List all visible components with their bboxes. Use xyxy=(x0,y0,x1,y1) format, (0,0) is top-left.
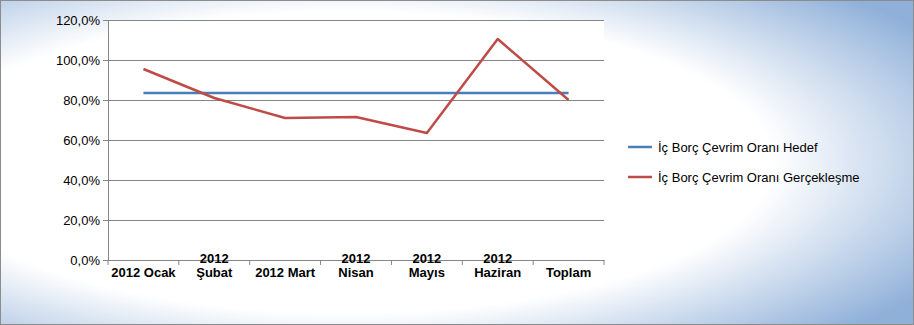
y-tick-mark xyxy=(103,20,108,21)
y-tick-label: 80,0% xyxy=(63,93,100,108)
grid-line xyxy=(108,140,604,141)
x-tick: 2012 Ocak xyxy=(111,260,176,280)
grid-line xyxy=(108,60,604,61)
x-tick: 2012Nisan xyxy=(338,251,373,280)
chart: 0,0% 20,0% 40,0% 60,0% 80,0% 100,0% 120,0% 2012… xyxy=(0,0,914,325)
x-tick-label-line: 2012 xyxy=(200,251,229,266)
y-tick-label: 100,0% xyxy=(56,53,101,68)
y-tick: 0,0% xyxy=(70,253,108,268)
x-tick-label-line: 2012 xyxy=(483,251,512,266)
grid-line xyxy=(108,20,604,21)
x-tick-label-line: Şubat xyxy=(196,265,233,280)
y-tick-mark xyxy=(103,180,108,181)
y-tick-mark xyxy=(103,140,108,141)
series-line xyxy=(143,39,568,133)
y-tick-mark xyxy=(103,260,108,261)
x-separator xyxy=(604,260,605,265)
y-tick: 120,0% xyxy=(56,13,108,28)
x-tick-label: 2012Haziran xyxy=(474,251,521,280)
x-tick: 2012Şubat xyxy=(196,251,233,280)
background xyxy=(1,1,914,325)
x-tick: Toplam xyxy=(546,260,591,280)
legend-label: İç Borç Çevrim Oranı Gerçekleşme xyxy=(658,170,860,185)
x-tick-label-line: Haziran xyxy=(474,265,521,280)
y-tick-label: 120,0% xyxy=(56,13,101,28)
y-tick-mark xyxy=(103,100,108,101)
x-separator xyxy=(462,260,463,265)
grid-line xyxy=(108,220,604,221)
plot-area xyxy=(108,20,604,260)
x-separator xyxy=(533,260,534,265)
y-axis: 0,0% 20,0% 40,0% 60,0% 80,0% 100,0% 120,0% xyxy=(56,13,109,268)
x-axis: 2012 Ocak2012Şubat2012 Mart2012Nisan2012… xyxy=(109,251,605,280)
x-separator xyxy=(320,260,321,265)
legend-swatch xyxy=(628,176,652,179)
x-tick-label: 2012Mayıs xyxy=(409,251,445,280)
y-tick-mark xyxy=(103,220,108,221)
legend-label: İç Borç Çevrim Oranı Hedef xyxy=(658,140,818,155)
y-tick: 20,0% xyxy=(63,213,108,228)
y-tick-label: 60,0% xyxy=(63,133,100,148)
grid-line xyxy=(108,180,604,181)
x-separator xyxy=(391,260,392,265)
x-tick-label-line: Mayıs xyxy=(409,265,445,280)
grid-line xyxy=(108,100,604,101)
x-separator xyxy=(249,260,250,265)
y-tick-label: 0,0% xyxy=(70,253,100,268)
x-tick: 2012Haziran xyxy=(474,251,521,280)
x-tick-label: 2012Nisan xyxy=(338,251,373,280)
series-group xyxy=(143,39,568,133)
legend-swatch xyxy=(628,146,652,149)
x-tick-label: 2012 Mart xyxy=(255,265,316,280)
legend: İç Borç Çevrim Oranı Hedef İç Borç Çevrim… xyxy=(628,140,860,185)
y-tick: 80,0% xyxy=(63,93,108,108)
y-tick: 60,0% xyxy=(63,133,108,148)
y-tick: 100,0% xyxy=(56,53,108,68)
x-tick: 2012Mayıs xyxy=(409,251,445,280)
x-tick-label: 2012 Ocak xyxy=(111,265,176,280)
y-axis-line xyxy=(108,21,109,261)
y-tick-mark xyxy=(103,60,108,61)
y-tick-label: 40,0% xyxy=(63,173,100,188)
x-tick-label-line: 2012 xyxy=(412,251,441,266)
y-tick: 40,0% xyxy=(63,173,108,188)
x-tick-label-line: Nisan xyxy=(338,265,373,280)
x-tick-label-line: 2012 xyxy=(342,251,371,266)
x-tick-label: Toplam xyxy=(546,265,591,280)
x-tick-label: 2012Şubat xyxy=(196,251,233,280)
y-tick-label: 20,0% xyxy=(63,213,100,228)
x-tick: 2012 Mart xyxy=(255,260,316,280)
x-separator xyxy=(108,260,109,265)
x-separator xyxy=(178,260,179,265)
